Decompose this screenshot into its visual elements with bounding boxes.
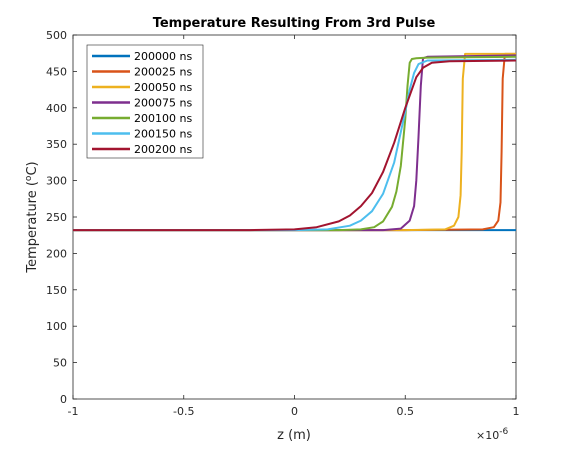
legend-entry-label: 200150 ns xyxy=(134,128,192,141)
legend: 200000 ns 200025 ns 200050 ns 200075 ns 2001… xyxy=(86,44,204,159)
x-exponent-power: -6 xyxy=(499,427,508,437)
y-axis-label-text: Temperature ( xyxy=(25,181,40,274)
legend-entry-label: 200025 ns xyxy=(134,66,192,79)
x-tick-label: -0.5 xyxy=(173,405,194,418)
y-tick-label: 500 xyxy=(46,29,67,42)
series-line-200150-ns xyxy=(73,58,517,232)
y-tick-label: 200 xyxy=(46,247,67,260)
plot-area: -1 -0.5 0 0.5 1 0 50 100 150 200 250 300 350 400 450 5… xyxy=(46,29,520,418)
x-ticks: -1 -0.5 0 0.5 1 xyxy=(68,35,520,418)
series-line-200200-ns xyxy=(73,59,517,232)
series-line-200100-ns xyxy=(73,55,517,232)
x-exponent-base: ×10 xyxy=(476,429,499,442)
y-ticks: 0 50 100 150 200 250 300 350 400 450 500 xyxy=(46,29,516,406)
y-tick-label: 300 xyxy=(46,175,67,188)
y-tick-label: 350 xyxy=(46,138,67,151)
chart-title: Temperature Resulting From 3rd Pulse xyxy=(153,16,436,31)
x-tick-label: 0.5 xyxy=(397,405,415,418)
x-tick-label: 1 xyxy=(513,405,520,418)
y-tick-label: 50 xyxy=(53,357,67,370)
y-axis-label: Temperature (oC) xyxy=(24,161,40,273)
y-axis-label-superscript: o xyxy=(24,175,34,181)
legend-entry-label: 200050 ns xyxy=(134,81,192,94)
y-tick-label: 0 xyxy=(60,393,67,406)
x-tick-label: -1 xyxy=(68,405,79,418)
legend-entry-label: 200100 ns xyxy=(134,112,192,125)
legend-entry-label: 200000 ns xyxy=(134,50,192,63)
y-axis-label-unit: C) xyxy=(25,161,40,175)
y-tick-label: 150 xyxy=(46,284,67,297)
x-axis-exponent: ×10-6 xyxy=(476,427,508,442)
y-tick-label: 450 xyxy=(46,65,67,78)
series-group xyxy=(73,52,517,232)
y-tick-label: 100 xyxy=(46,320,67,333)
y-tick-label: 400 xyxy=(46,102,67,115)
x-tick-label: 0 xyxy=(291,405,298,418)
y-tick-label: 250 xyxy=(46,211,67,224)
legend-entry-label: 200200 ns xyxy=(134,143,192,156)
legend-entry-label: 200075 ns xyxy=(134,97,192,110)
legend-items: 200000 ns 200025 ns 200050 ns 200075 ns 2001… xyxy=(92,50,192,156)
x-axis-label: z (m) xyxy=(277,428,311,443)
